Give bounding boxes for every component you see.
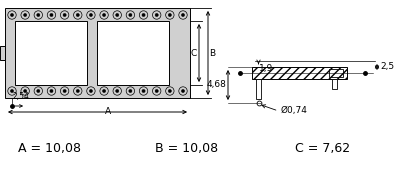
Circle shape: [24, 89, 27, 93]
Circle shape: [37, 89, 40, 93]
Circle shape: [155, 13, 158, 17]
Circle shape: [116, 89, 119, 93]
Circle shape: [182, 89, 185, 93]
Circle shape: [168, 13, 172, 17]
Circle shape: [34, 87, 42, 95]
Text: B: B: [209, 49, 215, 57]
Circle shape: [155, 89, 158, 93]
Circle shape: [10, 89, 14, 93]
Circle shape: [102, 13, 106, 17]
Circle shape: [34, 11, 42, 19]
Bar: [329, 69, 343, 77]
Circle shape: [152, 11, 161, 19]
Circle shape: [102, 89, 106, 93]
Circle shape: [139, 11, 148, 19]
Bar: [97, 21, 169, 85]
Bar: [15, 21, 87, 85]
Text: 4,68: 4,68: [206, 81, 226, 89]
Circle shape: [126, 87, 134, 95]
Circle shape: [142, 13, 145, 17]
Circle shape: [47, 11, 56, 19]
Bar: [256, 79, 261, 99]
Circle shape: [152, 87, 161, 95]
Circle shape: [87, 11, 95, 19]
Circle shape: [24, 13, 27, 17]
Circle shape: [37, 13, 40, 17]
Circle shape: [113, 87, 122, 95]
Circle shape: [126, 11, 134, 19]
Circle shape: [100, 87, 108, 95]
Circle shape: [166, 87, 174, 95]
Circle shape: [87, 87, 95, 95]
Circle shape: [8, 11, 16, 19]
Text: B = 10,08: B = 10,08: [155, 142, 218, 155]
Circle shape: [60, 87, 69, 95]
Bar: [5, 8, 190, 98]
Text: Ø0,74: Ø0,74: [280, 106, 307, 116]
Circle shape: [89, 89, 92, 93]
Circle shape: [8, 87, 16, 95]
Text: A: A: [104, 108, 110, 117]
Circle shape: [76, 13, 79, 17]
Circle shape: [179, 87, 187, 95]
Circle shape: [21, 87, 29, 95]
Circle shape: [139, 87, 148, 95]
Circle shape: [76, 89, 79, 93]
Circle shape: [50, 89, 53, 93]
Circle shape: [116, 13, 119, 17]
Circle shape: [142, 89, 145, 93]
Circle shape: [179, 11, 187, 19]
Circle shape: [100, 11, 108, 19]
Bar: [0, 46, 5, 60]
Circle shape: [166, 11, 174, 19]
Circle shape: [47, 87, 56, 95]
Circle shape: [113, 11, 122, 19]
Circle shape: [129, 89, 132, 93]
Text: A = 10,08: A = 10,08: [18, 142, 81, 155]
Circle shape: [60, 11, 69, 19]
Circle shape: [10, 13, 14, 17]
Circle shape: [63, 13, 66, 17]
Circle shape: [89, 13, 92, 17]
Bar: [252, 67, 347, 79]
Circle shape: [74, 11, 82, 19]
Circle shape: [129, 13, 132, 17]
Circle shape: [182, 13, 185, 17]
Bar: [332, 79, 337, 89]
Text: 2,54: 2,54: [12, 92, 30, 101]
Text: 2,5: 2,5: [380, 62, 394, 72]
Text: C: C: [191, 49, 197, 57]
Circle shape: [21, 11, 29, 19]
Circle shape: [74, 87, 82, 95]
Text: 1,9: 1,9: [259, 64, 274, 73]
Circle shape: [63, 89, 66, 93]
Text: C = 7,62: C = 7,62: [295, 142, 350, 155]
Circle shape: [50, 13, 53, 17]
Circle shape: [168, 89, 172, 93]
